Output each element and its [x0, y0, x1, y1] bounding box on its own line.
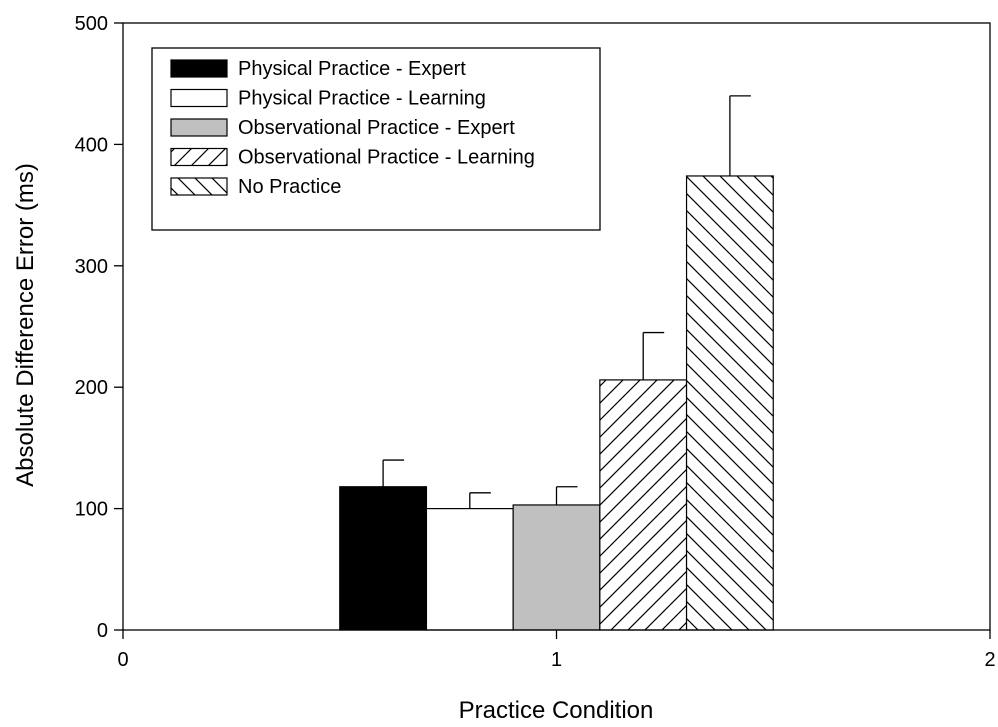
error-bars-layer	[382, 95, 751, 509]
legend-swatch-4	[170, 147, 228, 167]
bars-layer	[339, 175, 774, 631]
y-tick-label: 0	[97, 620, 108, 642]
y-tick-label: 400	[75, 134, 108, 156]
legend-label-3: Observational Practice - Expert	[238, 117, 515, 139]
y-tick-label: 300	[75, 256, 108, 278]
legend-swatch-2	[170, 88, 228, 108]
bar-1	[339, 486, 428, 631]
x-axis-title: Practice Condition	[459, 697, 654, 724]
legend-label-2: Physical Practice - Learning	[238, 88, 486, 110]
legend-swatch-5	[170, 177, 228, 196]
legend: Physical Practice - Expert Physical Pract…	[151, 47, 601, 231]
x-tick-label: 2	[984, 649, 995, 671]
axes-layer: 0 100 200 300 400 500 0 1 2	[75, 13, 996, 671]
y-axis-title: Absolute Difference Error (ms)	[12, 163, 39, 487]
legend-label-1: Physical Practice - Expert	[238, 58, 466, 80]
y-tick-label: 100	[75, 499, 108, 521]
legend-box	[151, 47, 601, 231]
bar-2	[425, 508, 514, 631]
legend-label-4: Observational Practice - Learning	[238, 147, 535, 169]
bar-3	[512, 504, 601, 631]
x-tick-label: 1	[551, 649, 562, 671]
legend-label-5: No Practice	[238, 176, 341, 198]
legend-swatch-3	[170, 118, 228, 137]
bar-4	[599, 379, 688, 631]
legend-swatch-1	[170, 59, 228, 78]
y-tick-label: 200	[75, 377, 108, 399]
x-tick-label: 0	[117, 649, 128, 671]
y-tick-label: 500	[75, 13, 108, 35]
bar-5	[685, 175, 774, 631]
